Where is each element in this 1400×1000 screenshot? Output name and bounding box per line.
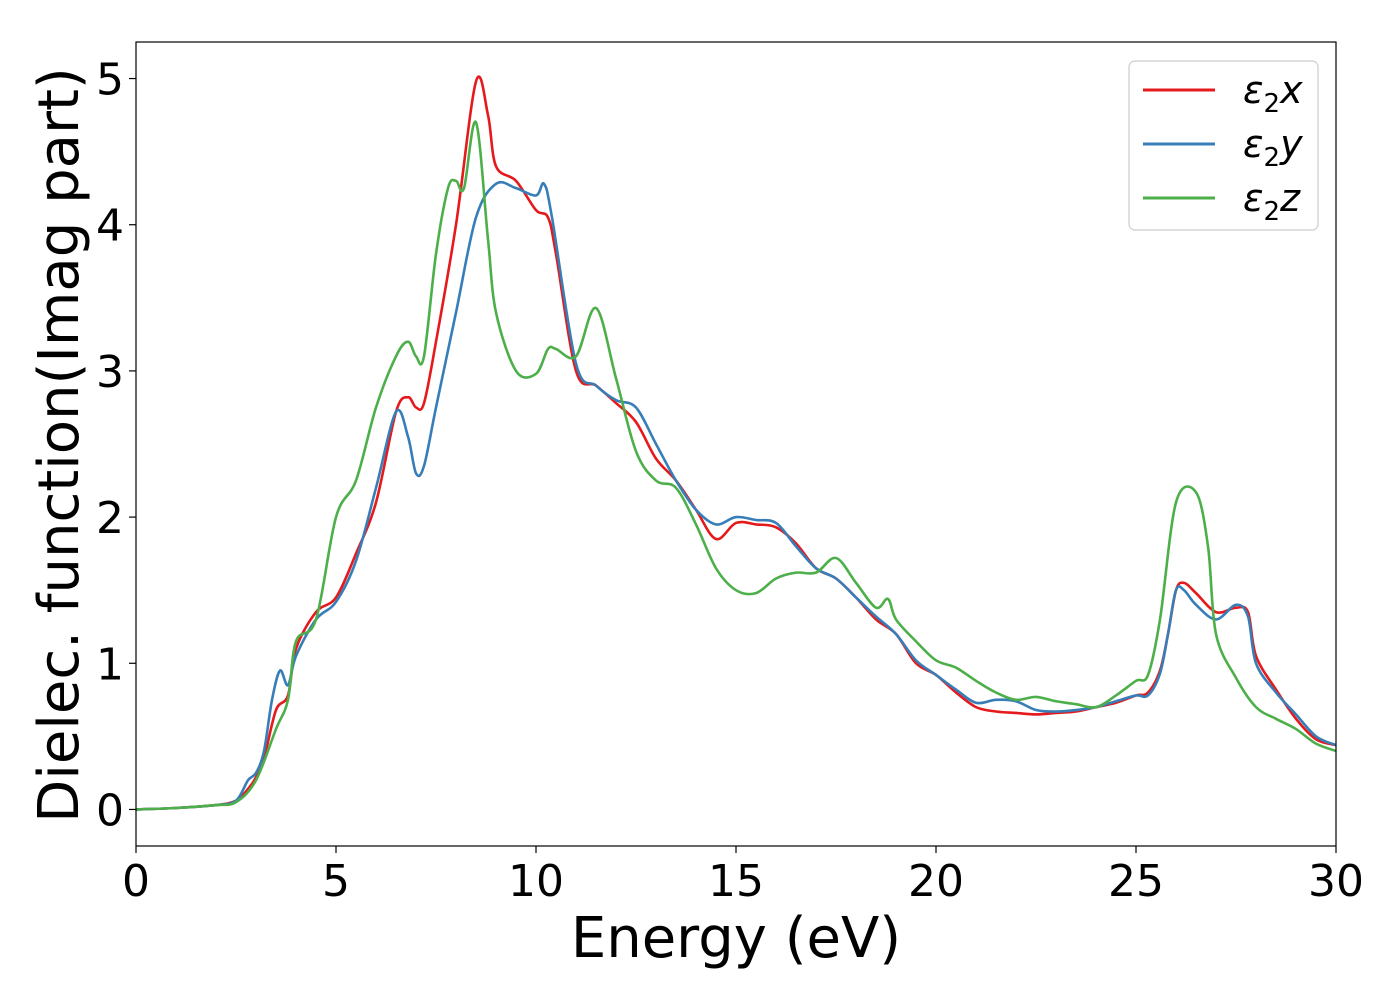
legend-box [1128, 60, 1319, 231]
y-tick-label: 4 [96, 201, 124, 252]
y-tick-label: 1 [96, 639, 124, 690]
series-layer [136, 75, 1336, 811]
x-tick-label: 20 [908, 856, 964, 907]
axis-ticks: 0 5 10 15 20 25 30 0 1 2 3 4 5 [96, 55, 1364, 907]
x-tick-label: 0 [122, 856, 150, 907]
y-tick-label: 5 [96, 55, 124, 106]
y-tick-label: 3 [96, 347, 124, 398]
x-tick-label: 30 [1308, 856, 1364, 907]
y-tick-label: 0 [96, 785, 124, 836]
x-tick-label: 15 [708, 856, 764, 907]
legend-label-y: ε2y [1243, 122, 1303, 173]
y-tick-label: 2 [96, 493, 124, 544]
legend-label-x: ε2x [1243, 68, 1303, 119]
x-tick-label: 5 [322, 856, 350, 907]
series-line-y [136, 180, 1336, 811]
y-axis-label: Dielec. function(Imag part) [27, 67, 92, 823]
x-tick-label: 10 [508, 856, 564, 907]
series-line-z [136, 120, 1336, 811]
x-tick-label: 25 [1108, 856, 1164, 907]
x-axis-label: Energy (eV) [571, 906, 901, 971]
legend-label-z: ε2z [1243, 176, 1301, 227]
plot-frame [135, 41, 1337, 847]
